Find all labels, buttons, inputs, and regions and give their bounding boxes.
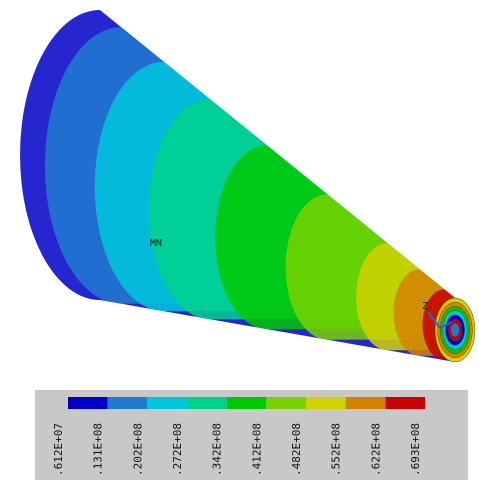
- end-ring: [451, 323, 460, 337]
- axis-label: Z: [422, 301, 428, 312]
- legend-label: .131E+08: [92, 423, 105, 476]
- legend-swatch: [385, 397, 425, 409]
- legend-label: .693E+08: [409, 423, 422, 476]
- legend-label: .482E+08: [290, 423, 303, 476]
- legend-swatch: [187, 397, 227, 409]
- legend-swatch: [108, 397, 148, 409]
- legend-label: .622E+08: [369, 423, 382, 476]
- legend-swatch: [68, 397, 108, 409]
- legend-swatch: [306, 397, 346, 409]
- legend-label: .342E+08: [211, 423, 224, 476]
- legend-swatch: [346, 397, 386, 409]
- legend-label: .202E+08: [131, 423, 144, 476]
- legend-label: .612E+07: [52, 423, 65, 476]
- legend-swatch: [227, 397, 267, 409]
- legend-label: .412E+08: [250, 423, 263, 476]
- contour-plot: MN Z .612E+07 .131E+08 .202E+08 .272E+08 .34…: [0, 0, 479, 488]
- legend-swatch: [147, 397, 187, 409]
- legend-label: .552E+08: [330, 423, 343, 476]
- legend-swatch: [266, 397, 306, 409]
- cone-end-face: [435, 298, 475, 362]
- legend-label: .272E+08: [171, 423, 184, 476]
- cone-surface: [0, 0, 479, 400]
- min-label: MN: [150, 238, 162, 249]
